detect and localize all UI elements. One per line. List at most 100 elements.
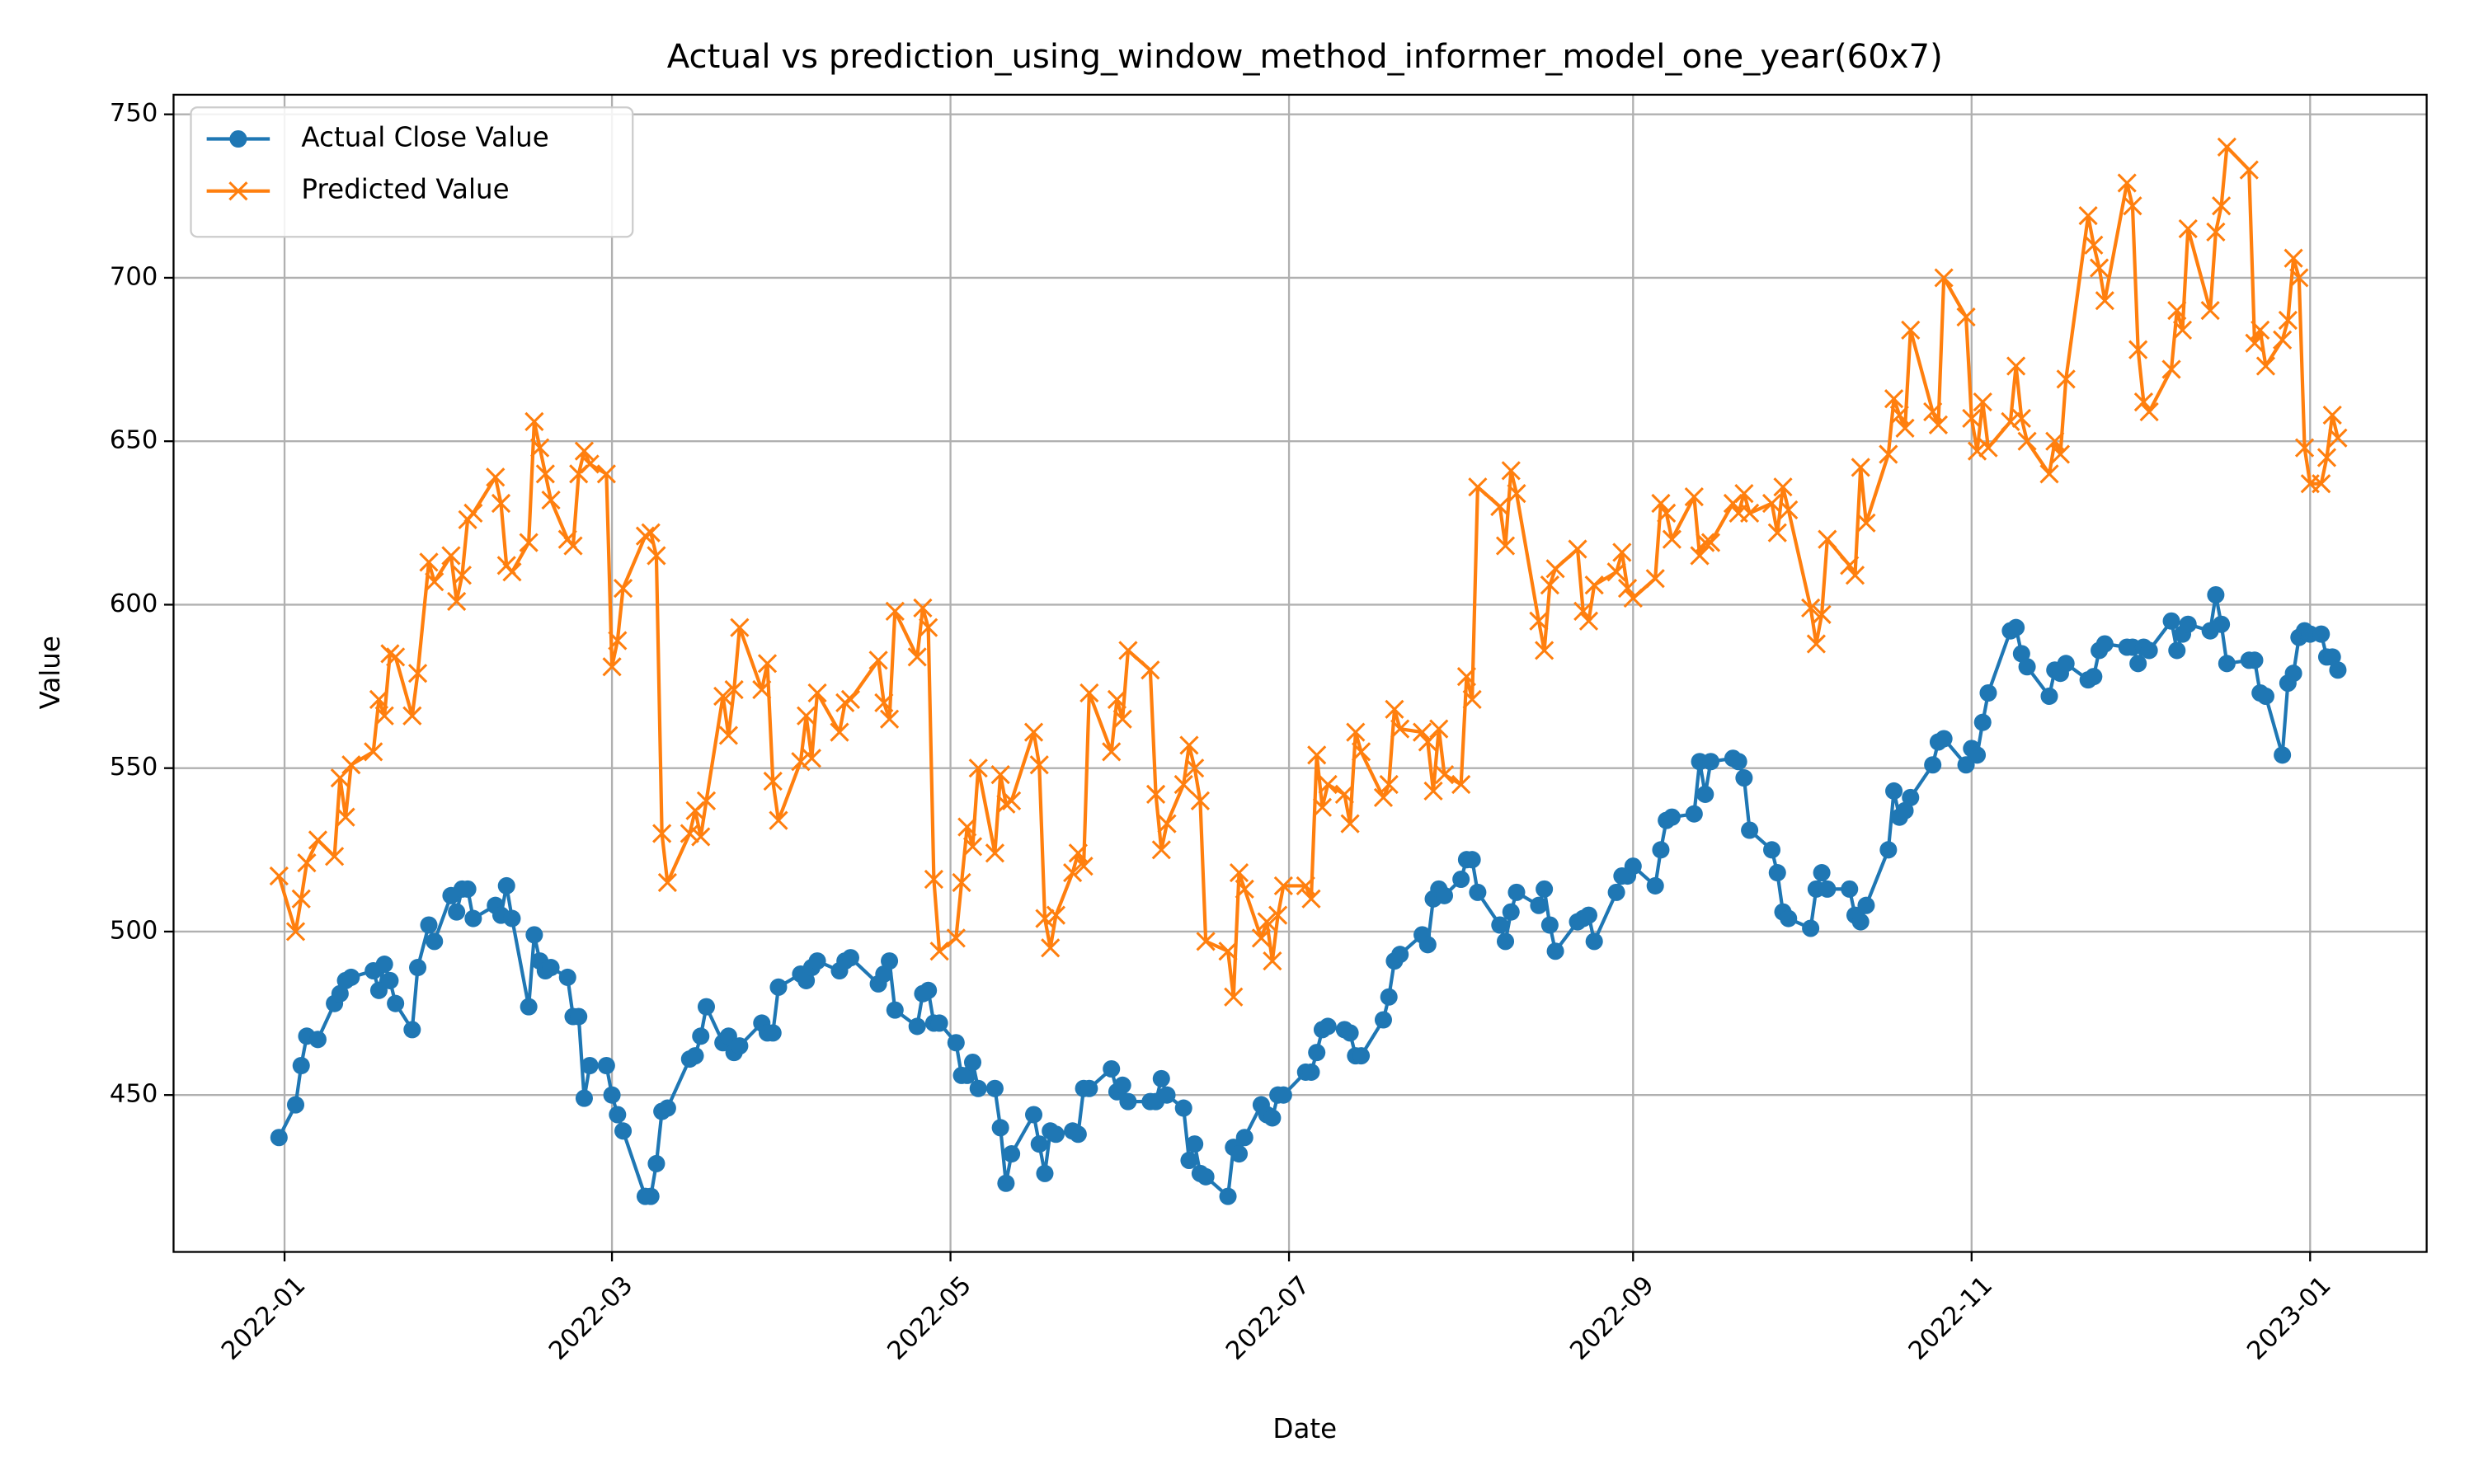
data-point: [1230, 1145, 1249, 1163]
data-point: [308, 1031, 327, 1049]
data-point: [1435, 886, 1454, 904]
data-point: [580, 454, 600, 474]
data-point: [503, 909, 521, 928]
data-point: [1978, 438, 1998, 458]
data-point: [330, 768, 350, 788]
data-point: [1463, 851, 1481, 869]
data-point: [1851, 913, 1870, 931]
data-point: [502, 562, 522, 582]
data-point: [2289, 268, 2309, 288]
data-point: [2245, 333, 2265, 353]
data-point: [2218, 655, 2236, 673]
data-point: [2207, 586, 2225, 604]
data-point: [520, 998, 538, 1016]
data-point: [1069, 1125, 1087, 1144]
data-point: [2085, 668, 2103, 686]
data-point: [1507, 883, 1526, 901]
data-point: [1340, 814, 1360, 834]
data-point: [2117, 173, 2137, 193]
data-point: [1152, 1069, 1170, 1087]
data-point: [875, 965, 893, 984]
data-point: [1190, 791, 1211, 810]
data-point: [1885, 782, 1903, 800]
data-point: [946, 928, 966, 948]
data-point: [2294, 438, 2315, 458]
data-point: [1151, 840, 1171, 860]
data-point: [402, 706, 422, 726]
data-point: [1046, 905, 1066, 925]
data-point: [1741, 821, 1759, 839]
data-point: [2255, 356, 2276, 376]
data-point: [1624, 857, 1642, 876]
data-point: [2129, 655, 2147, 673]
data-point: [985, 1079, 1004, 1097]
data-point: [1979, 683, 1997, 702]
data-point: [686, 1047, 704, 1065]
data-point: [331, 984, 349, 1003]
data-point: [1851, 458, 1870, 477]
data-point: [1540, 916, 1559, 934]
data-point: [1273, 876, 1293, 896]
data-point: [647, 1154, 666, 1172]
data-point: [2284, 248, 2303, 268]
data-point: [341, 755, 361, 775]
data-point: [2274, 746, 2292, 764]
legend-label: Actual Close Value: [301, 122, 548, 153]
data-point: [2213, 615, 2231, 633]
data-point: [885, 601, 905, 621]
data-point: [563, 536, 583, 556]
data-point: [1229, 862, 1249, 883]
data-point: [2179, 615, 2197, 633]
data-point: [364, 742, 383, 762]
data-point: [1968, 746, 1987, 764]
data-point: [1645, 569, 1665, 589]
legend-label: Predicted Value: [301, 174, 509, 205]
data-point: [1263, 951, 1282, 971]
data-point: [1030, 1135, 1048, 1153]
data-point: [2162, 612, 2180, 630]
data-point: [1840, 556, 1860, 575]
data-point: [1102, 742, 1122, 762]
data-point: [2045, 431, 2065, 451]
data-point: [1434, 765, 1455, 785]
data-point: [1080, 1079, 1098, 1097]
data-point: [497, 876, 515, 895]
data-point: [1113, 1076, 1131, 1094]
data-point: [1895, 418, 1915, 438]
data-point: [1341, 1024, 1359, 1042]
data-point: [441, 546, 461, 566]
data-point: [1841, 880, 1859, 898]
data-point: [1180, 1151, 1198, 1170]
data-point: [1035, 909, 1055, 928]
data-point: [1218, 942, 1238, 961]
data-point: [2133, 392, 2154, 412]
data-point: [1263, 1109, 1282, 1127]
data-point: [387, 994, 405, 1012]
data-point: [2039, 464, 2059, 484]
data-point: [1546, 942, 1564, 960]
data-point: [1934, 268, 1954, 288]
y-tick-label: 650: [110, 426, 158, 455]
y-tick-label: 450: [110, 1080, 158, 1109]
data-point: [957, 817, 977, 837]
data-point: [718, 726, 739, 745]
data-point: [1312, 797, 1333, 817]
data-point: [1352, 1047, 1371, 1065]
data-point: [963, 1054, 982, 1072]
data-point: [613, 578, 633, 599]
series: [270, 586, 2347, 1205]
data-point: [1024, 1106, 1043, 1124]
data-point: [1657, 503, 1677, 524]
data-point: [697, 998, 716, 1016]
data-point: [769, 810, 788, 830]
data-point: [1801, 598, 1821, 618]
data-point: [1646, 876, 1664, 895]
data-point: [1623, 588, 1643, 608]
data-point: [1685, 805, 1703, 823]
data-point: [2251, 320, 2270, 340]
data-point: [752, 679, 772, 700]
data-point: [1296, 876, 1315, 896]
y-tick-label: 700: [110, 262, 158, 291]
data-point: [575, 1089, 593, 1107]
